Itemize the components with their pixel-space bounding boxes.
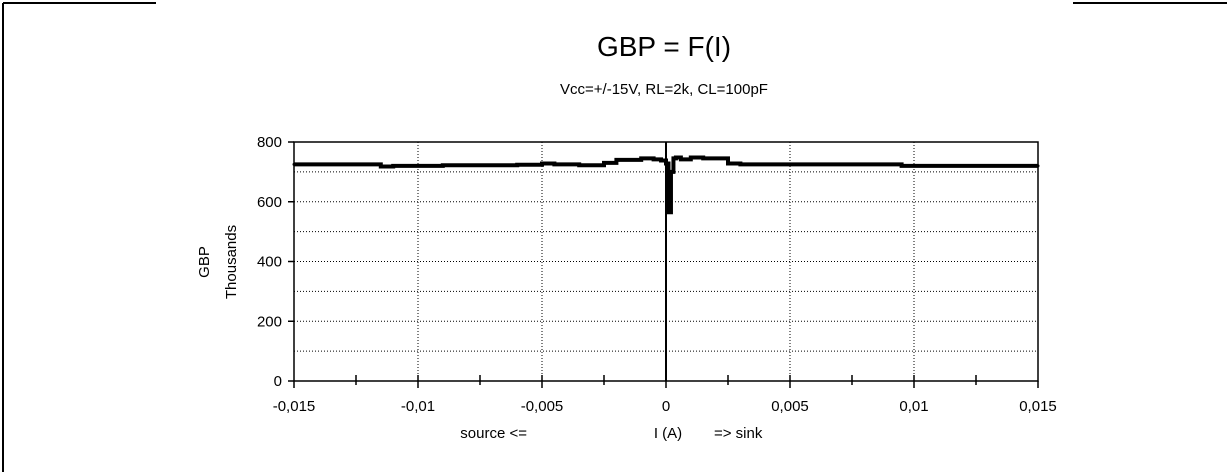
y-tick-label: 400 <box>257 254 282 271</box>
y-axis-label: GBP <box>196 246 213 278</box>
data-point <box>577 163 581 167</box>
data-point <box>763 162 767 166</box>
series-group <box>292 155 1040 215</box>
data-point <box>379 164 383 168</box>
data-point <box>962 164 966 168</box>
data-point <box>887 162 891 166</box>
data-point <box>292 162 296 166</box>
data-point <box>701 156 705 160</box>
y-axis-unit: Thousands <box>223 225 240 299</box>
data-point <box>689 156 693 160</box>
data-point <box>659 159 663 163</box>
data-point <box>738 162 742 166</box>
y-tick-label: 600 <box>257 194 282 211</box>
data-point <box>652 157 656 161</box>
data-point <box>912 164 916 168</box>
y-tick-labels: 0 200 400 600 800 <box>257 134 282 390</box>
data-point <box>552 162 556 166</box>
data-point <box>329 162 333 166</box>
data-point <box>666 210 670 214</box>
data-point <box>490 163 494 167</box>
data-point <box>788 162 792 166</box>
data-point <box>669 170 673 174</box>
data-point <box>664 162 668 166</box>
y-tick-label: 200 <box>257 313 282 330</box>
x-tick-label: -0,015 <box>273 398 316 415</box>
x-tick-label: 0 <box>662 398 670 415</box>
data-point <box>671 156 675 160</box>
data-point <box>714 156 718 160</box>
data-point <box>391 164 395 168</box>
axis-ticks <box>288 141 1039 388</box>
chart-title: GBP = F(I) <box>597 31 731 62</box>
x-axis-label-sink: => sink <box>714 425 763 442</box>
data-point <box>639 156 643 160</box>
data-point <box>602 161 606 165</box>
data-point <box>441 163 445 167</box>
x-tick-label: 0,005 <box>771 398 809 415</box>
x-tick-label: 0,015 <box>1019 398 1057 415</box>
data-point <box>540 162 544 166</box>
data-point <box>1036 164 1040 168</box>
data-point <box>838 162 842 166</box>
x-tick-label: 0,01 <box>899 398 928 415</box>
x-axis-label-source: source <= <box>460 425 527 442</box>
data-point <box>515 163 519 167</box>
data-point <box>900 164 904 168</box>
y-tick-label: 800 <box>257 134 282 151</box>
data-point <box>726 162 730 166</box>
plot-area <box>293 141 1039 382</box>
data-point <box>614 158 618 162</box>
x-tick-labels: -0,015 -0,01 -0,005 0 0,005 0,01 0,015 <box>273 398 1057 415</box>
data-point <box>366 162 370 166</box>
y-tick-label: 0 <box>274 373 282 390</box>
data-point <box>674 156 678 160</box>
x-tick-label: -0,005 <box>521 398 564 415</box>
x-axis-label-current: I (A) <box>654 425 682 442</box>
x-tick-label: -0,01 <box>401 398 435 415</box>
chart-subtitle: Vcc=+/-15V, RL=2k, CL=100pF <box>560 81 768 98</box>
data-point <box>679 157 683 161</box>
